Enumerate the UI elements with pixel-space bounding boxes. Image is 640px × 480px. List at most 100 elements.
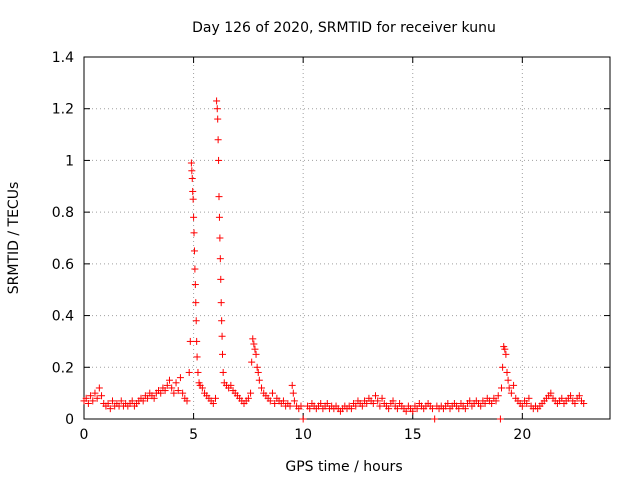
data-point	[571, 399, 579, 407]
data-point	[374, 397, 382, 405]
data-point	[271, 399, 279, 407]
data-point	[252, 350, 260, 358]
data-point	[91, 389, 99, 397]
data-point	[254, 368, 262, 376]
data-point	[266, 397, 274, 405]
data-point	[347, 405, 355, 413]
data-point	[194, 368, 202, 376]
data-point	[93, 394, 101, 402]
data-point	[466, 397, 474, 405]
data-point	[385, 405, 393, 413]
data-point	[157, 389, 165, 397]
data-point	[213, 97, 221, 105]
data-point	[219, 368, 227, 376]
data-point	[525, 394, 533, 402]
data-point	[165, 376, 173, 384]
data-point	[218, 332, 226, 340]
y-tick-label: 0	[65, 412, 74, 428]
data-point	[288, 381, 296, 389]
data-point	[248, 358, 256, 366]
y-tick-label: 1.2	[52, 102, 74, 118]
x-tick-labels: 0 5 10 15 20	[80, 427, 532, 443]
data-point	[378, 394, 386, 402]
data-point	[106, 405, 114, 413]
data-point	[170, 389, 178, 397]
grid-layer	[84, 57, 610, 419]
x-tick-label: 15	[404, 427, 422, 443]
data-point	[488, 399, 496, 407]
data-point	[218, 317, 226, 325]
data-point	[172, 379, 180, 387]
y-tick-label: 0.8	[52, 205, 74, 221]
data-point	[244, 394, 252, 402]
data-point	[258, 384, 266, 392]
data-point	[212, 394, 219, 402]
data-point	[402, 407, 410, 415]
data-point	[455, 405, 463, 413]
data-point	[150, 394, 158, 402]
data-point	[518, 402, 526, 410]
data-point	[501, 345, 509, 353]
data-point	[190, 247, 198, 255]
data-point	[108, 397, 116, 405]
data-point	[494, 392, 502, 400]
data-points	[80, 97, 588, 423]
data-point	[215, 156, 223, 164]
data-point	[286, 402, 294, 410]
data-point	[89, 397, 97, 405]
data-point	[363, 399, 371, 407]
data-point	[198, 384, 206, 392]
data-point	[250, 340, 258, 348]
data-point	[580, 399, 588, 407]
data-point	[268, 389, 276, 397]
data-point	[431, 415, 439, 423]
x-axis-label: GPS time / hours	[285, 459, 402, 475]
data-point	[179, 389, 187, 397]
data-point	[499, 363, 507, 371]
tick-layer	[83, 56, 610, 420]
data-point	[183, 397, 191, 405]
data-point	[290, 397, 298, 405]
data-point	[369, 399, 377, 407]
data-point	[279, 397, 287, 405]
data-point	[128, 397, 136, 405]
data-point	[251, 345, 259, 353]
data-point	[306, 405, 314, 413]
data-point	[247, 389, 255, 397]
data-point	[214, 136, 222, 144]
data-point	[477, 402, 485, 410]
data-point	[492, 397, 500, 405]
data-point	[249, 335, 257, 343]
data-point	[189, 187, 197, 195]
data-point	[461, 405, 469, 413]
data-point	[187, 159, 195, 167]
data-point	[371, 392, 379, 400]
data-point	[193, 353, 201, 361]
y-tick-label: 0.4	[52, 309, 74, 325]
data-point	[227, 381, 235, 389]
data-point	[498, 384, 506, 392]
data-point	[215, 213, 223, 221]
data-point	[505, 384, 513, 392]
data-point	[389, 397, 397, 405]
data-point	[217, 275, 225, 283]
data-point	[376, 402, 384, 410]
data-point	[104, 399, 112, 407]
chart-title: Day 126 of 2020, SRMTID for receiver kun…	[192, 20, 496, 36]
data-point	[558, 394, 566, 402]
data-point	[496, 415, 504, 423]
data-point	[323, 399, 331, 407]
data-point	[144, 394, 152, 402]
data-point	[161, 387, 169, 395]
data-point	[217, 299, 225, 307]
data-point	[575, 392, 583, 400]
data-point	[191, 265, 199, 273]
data-point	[352, 402, 360, 410]
data-point	[503, 368, 511, 376]
data-point	[444, 399, 452, 407]
y-tick-label: 1	[65, 153, 74, 169]
y-tick-label: 0.6	[52, 257, 74, 273]
data-point	[87, 392, 95, 400]
data-point	[567, 392, 575, 400]
